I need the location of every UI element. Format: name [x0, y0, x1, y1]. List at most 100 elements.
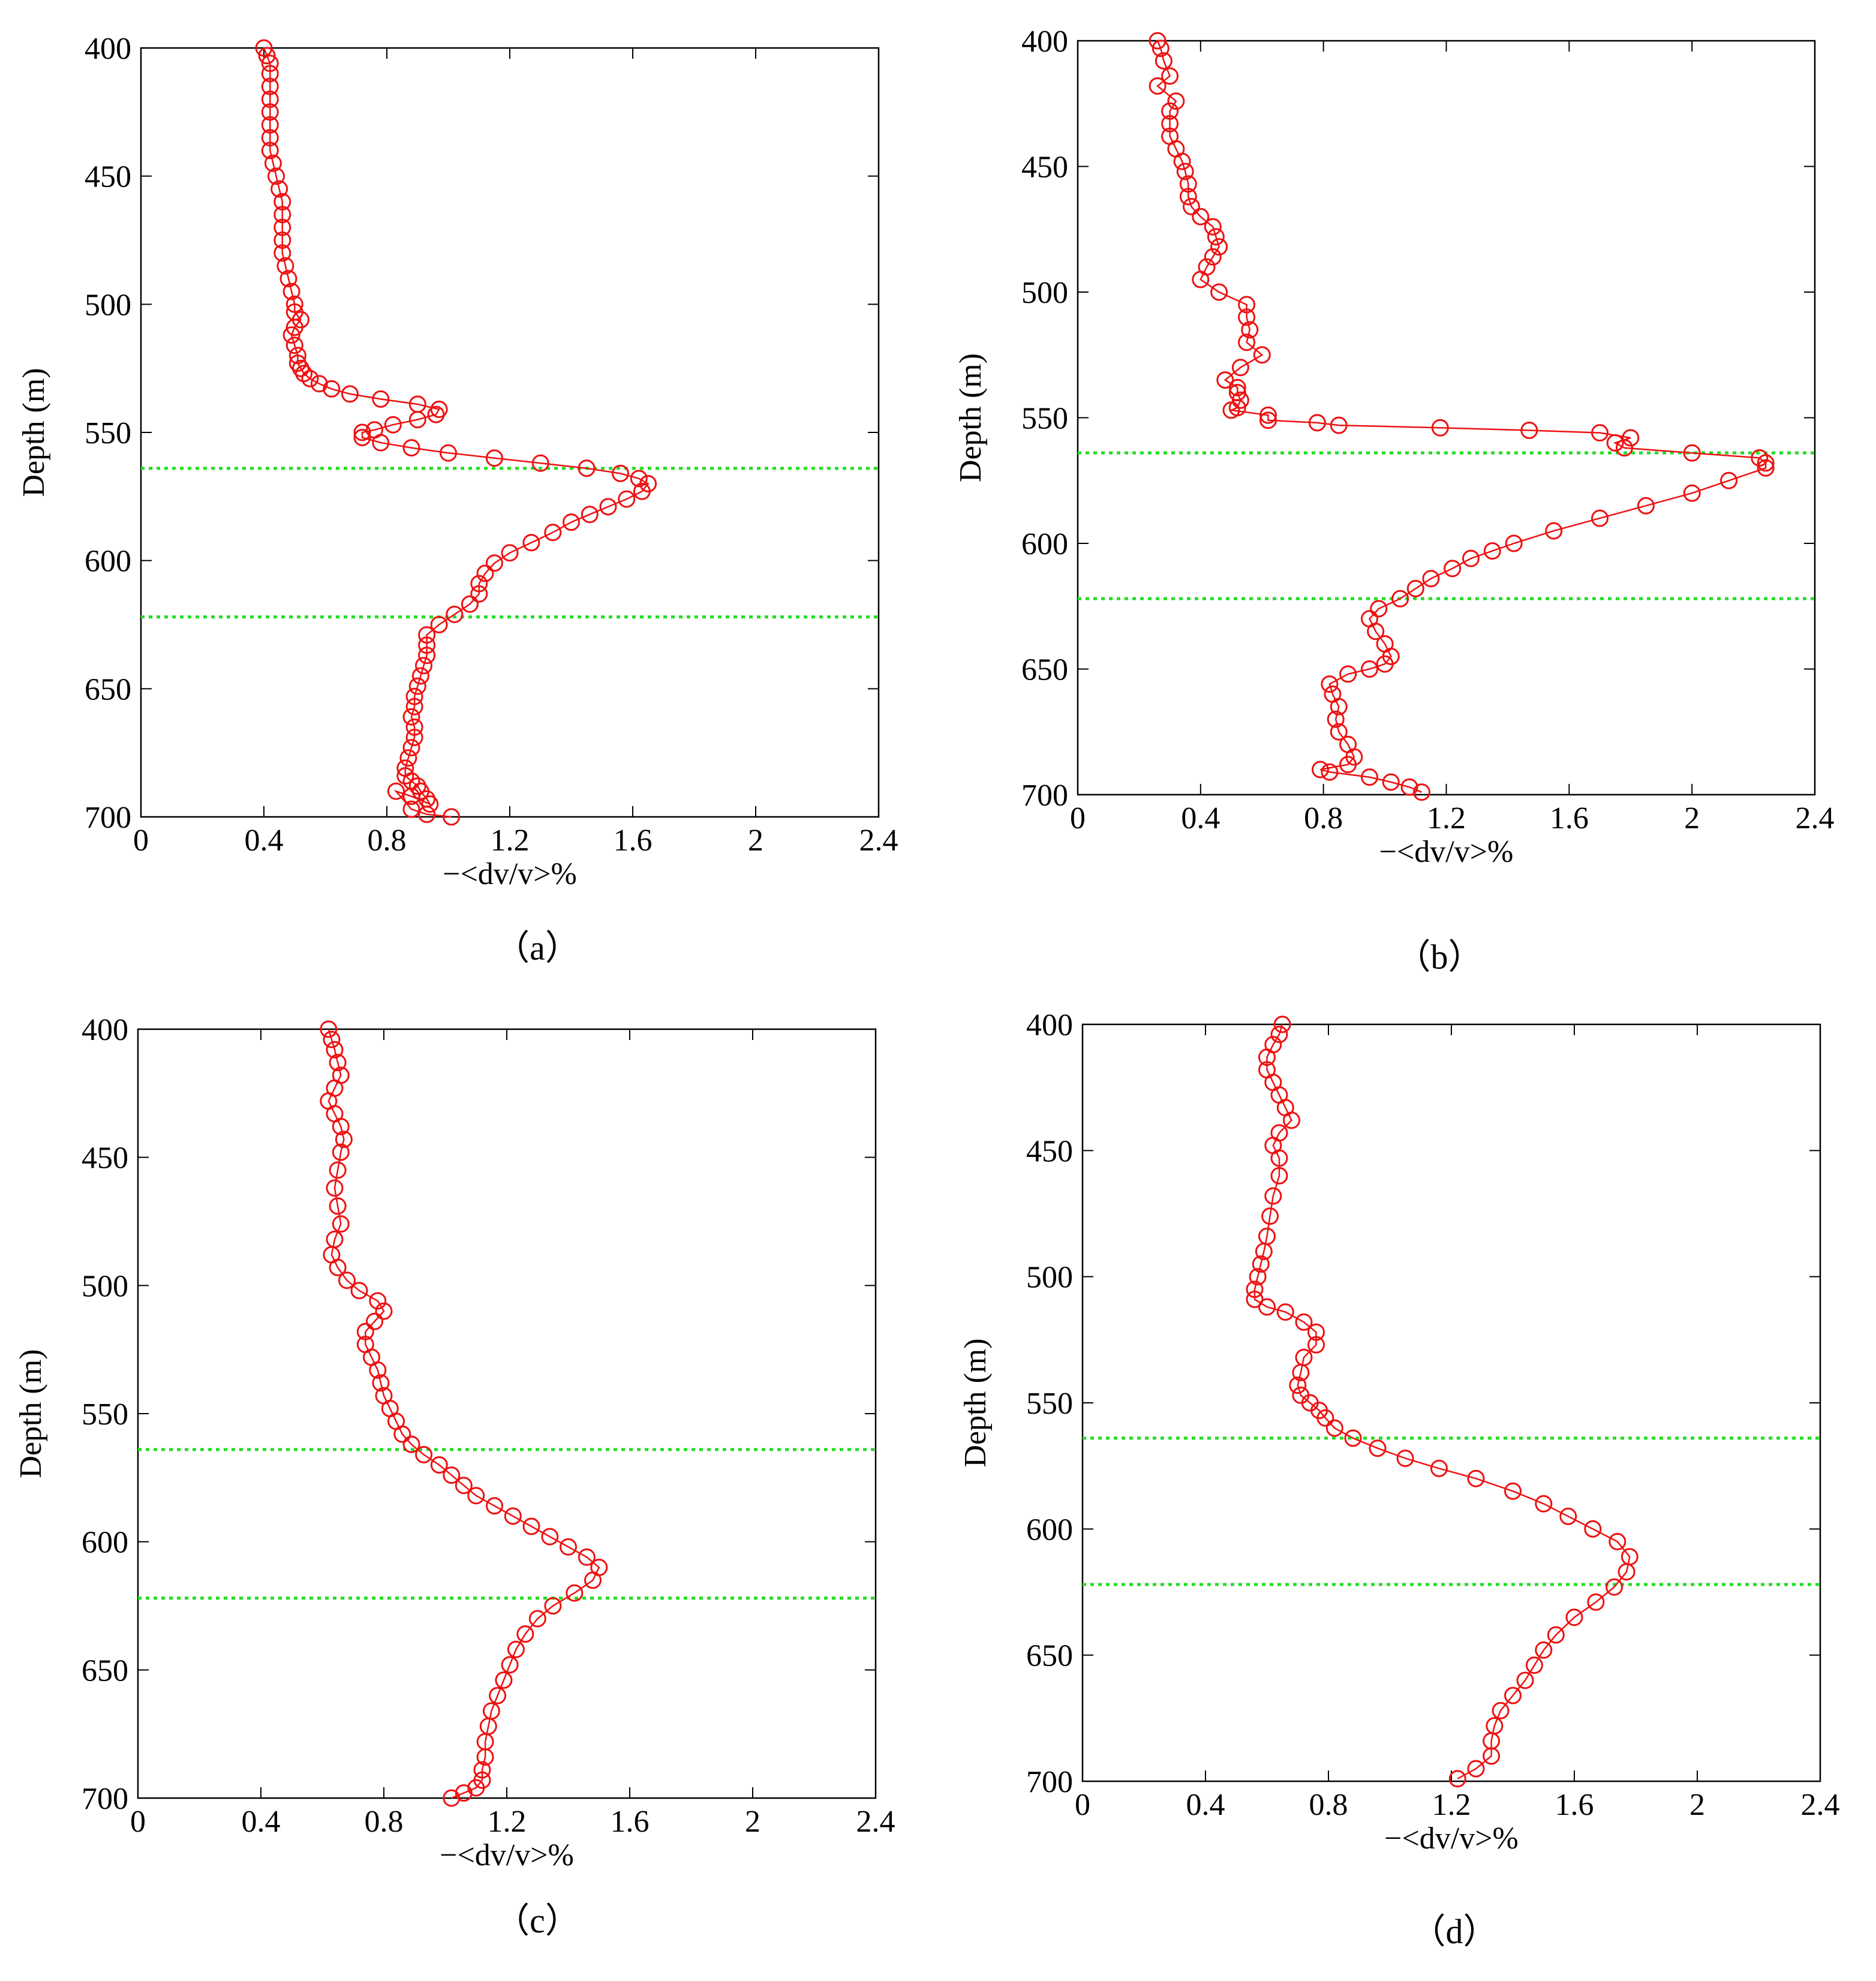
x-tick-label-d: 2 [1689, 1788, 1705, 1822]
data-point-d [1325, 1419, 1343, 1437]
data-point-d [1270, 1149, 1288, 1167]
data-point-d [1448, 1770, 1466, 1788]
data-point-c [393, 1425, 411, 1443]
data-point-a [405, 687, 423, 705]
x-tick-label-d: 2.4 [1801, 1788, 1840, 1822]
data-point-a [273, 244, 291, 262]
data-point-b [1179, 175, 1197, 193]
data-point-a [270, 180, 288, 198]
data-point-c [528, 1610, 546, 1628]
data-point-b [1216, 371, 1234, 389]
data-point-c [578, 1548, 596, 1566]
data-point-b [1406, 579, 1424, 597]
y-tick-label-c: 550 [82, 1397, 128, 1432]
x-tick-label-d: 0.8 [1309, 1788, 1348, 1822]
data-point-c [443, 1466, 461, 1484]
y-tick-label-d: 500 [1026, 1261, 1073, 1295]
data-point-d [1289, 1376, 1307, 1394]
data-point-a [599, 498, 617, 516]
data-point-c [332, 1143, 350, 1161]
data-point-a [261, 55, 279, 73]
data-point-c [504, 1507, 522, 1525]
data-point-a [310, 375, 328, 393]
data-point-a [418, 805, 436, 823]
x-tick-label-b: 0 [1070, 801, 1086, 835]
data-point-b [1622, 429, 1640, 447]
data-point-a [531, 454, 549, 472]
data-point-a [544, 524, 562, 542]
x-tick-label-d: 1.6 [1555, 1788, 1594, 1822]
data-point-b [1361, 768, 1378, 786]
data-point-d [1492, 1702, 1510, 1720]
data-point-b [1483, 542, 1501, 560]
data-point-b [1204, 248, 1222, 266]
data-point-b [1149, 77, 1167, 95]
data-point-c [415, 1445, 433, 1463]
data-point-b [1339, 756, 1357, 774]
data-point-b [1192, 270, 1210, 288]
data-point-a [261, 129, 279, 147]
data-point-b [1330, 698, 1348, 716]
data-point-a [476, 564, 494, 582]
data-point-b [1413, 783, 1430, 801]
data-point-d [1246, 1280, 1264, 1298]
data-point-a [430, 616, 448, 633]
data-point-c [335, 1131, 353, 1149]
data-point-b [1173, 152, 1191, 170]
data-point-c [375, 1302, 393, 1320]
data-point-d [1525, 1657, 1543, 1674]
y-axis-label-b: Depth (m) [954, 353, 988, 482]
data-point-b [1591, 509, 1609, 527]
data-point-a [387, 782, 405, 800]
data-point-d [1258, 1048, 1276, 1066]
data-point-b [1431, 419, 1449, 437]
panel-caption-c: （c） [495, 1901, 580, 1940]
data-point-b [1400, 778, 1418, 796]
data-point-b [1606, 434, 1624, 452]
data-point-b [1231, 391, 1249, 409]
data-point-b [1520, 422, 1538, 439]
data-point-d [1255, 1243, 1273, 1261]
data-point-b [1308, 414, 1326, 432]
data-point-d [1483, 1747, 1501, 1765]
data-point-c [329, 1054, 347, 1072]
data-point-a [418, 626, 436, 644]
data-point-a [261, 77, 279, 95]
data-point-c [541, 1528, 559, 1546]
data-point-d [1559, 1507, 1577, 1525]
y-tick-label-b: 500 [1021, 276, 1068, 310]
data-point-d [1547, 1626, 1565, 1644]
data-point-a [522, 534, 540, 552]
chart-panel-d: 0 0.4 0.8 1.2 1.6 2 2.4 400 450 500 550 600 650 700 −<… [958, 1008, 1840, 1856]
y-tick-label-b: 700 [1021, 778, 1068, 813]
data-point-b [1757, 454, 1775, 472]
panel-caption-b: （b） [1396, 937, 1483, 976]
data-point-d [1283, 1111, 1300, 1129]
y-tick-label-a: 500 [85, 288, 131, 322]
data-point-b [1176, 163, 1194, 181]
data-point-b [1505, 534, 1523, 552]
data-point-c [495, 1671, 513, 1689]
data-point-b [1637, 497, 1655, 515]
data-point-d [1273, 1015, 1291, 1033]
x-tick-label-a: 0.8 [368, 823, 407, 858]
data-point-c [329, 1197, 347, 1215]
y-tick-label-a: 600 [85, 545, 131, 579]
x-tick-label-c: 2 [745, 1805, 760, 1839]
x-tick-label-c: 2.4 [856, 1805, 895, 1839]
data-point-a [273, 218, 291, 236]
data-point-c [566, 1584, 584, 1602]
data-point-d [1344, 1429, 1362, 1447]
x-tick-label-c: 1.6 [611, 1805, 650, 1839]
data-point-a [408, 411, 426, 429]
x-tick-label-d: 0 [1075, 1788, 1090, 1822]
data-point-b [1161, 67, 1179, 85]
x-tick-label-c: 0.4 [242, 1805, 281, 1839]
data-point-a [630, 470, 648, 488]
data-point-b [1231, 359, 1249, 377]
data-point-a [273, 232, 291, 249]
y-tick-label-d: 650 [1026, 1639, 1073, 1673]
data-point-a [353, 423, 371, 441]
data-point-a [578, 459, 596, 477]
data-point-c [332, 1117, 350, 1135]
